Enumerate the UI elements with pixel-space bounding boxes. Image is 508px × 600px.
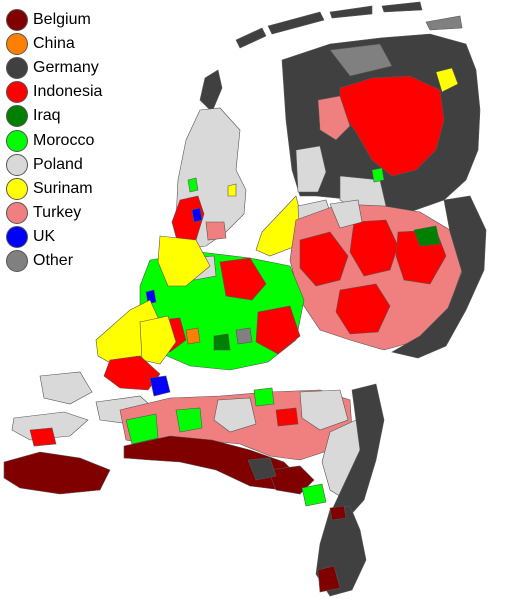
legend-label-surinam: Surinam: [33, 179, 93, 197]
legend-label-turkey: Turkey: [33, 203, 82, 221]
region-randstad-red-a: [219, 257, 267, 301]
region-brabant-morocco-c: [253, 387, 275, 407]
legend-label-poland: Poland: [33, 155, 83, 173]
island-ameland: [329, 5, 373, 19]
legend-label-morocco: Morocco: [33, 131, 95, 149]
island-rottumeroog: [425, 15, 463, 31]
region-east-light: [329, 199, 363, 229]
region-coast-surinam: [157, 235, 211, 287]
legend-item-germany: Germany: [6, 56, 102, 80]
legend-item-uk: UK: [6, 225, 102, 249]
region-sh-red: [103, 355, 161, 391]
legend-item-other: Other: [6, 249, 102, 273]
legend-swatch-surinam: [6, 177, 28, 200]
region-randstad-iraq: [213, 333, 231, 351]
legend-swatch-other: [6, 249, 28, 272]
legend-swatch-turkey: [6, 201, 28, 224]
legend-label-uk: UK: [33, 227, 56, 245]
legend-item-indonesia: Indonesia: [6, 80, 102, 104]
legend-item-surinam: Surinam: [6, 177, 102, 201]
region-brabant-light-b: [299, 389, 349, 431]
region-nh-uk: [191, 207, 203, 223]
legend-label-belgium: Belgium: [33, 11, 91, 29]
legend-label-china: China: [33, 35, 75, 53]
region-brabant-morocco-b: [175, 407, 203, 433]
region-randstad-red-b: [255, 305, 301, 355]
legend-swatch-morocco: [6, 129, 28, 152]
island-texel: [199, 69, 223, 113]
legend-item-belgium: Belgium: [6, 8, 102, 32]
region-friesland-pink: [317, 95, 351, 141]
region-drenthe-morocco: [371, 167, 385, 183]
region-zeeland-red: [29, 427, 57, 447]
region-limburg-belgium: [317, 565, 341, 593]
legend-swatch-belgium: [6, 9, 28, 32]
legend-item-iraq: Iraq: [6, 104, 102, 128]
legend-swatch-china: [6, 33, 28, 56]
region-brabant-red: [275, 407, 299, 427]
region-brabant-light-a: [213, 397, 257, 433]
legend-swatch-germany: [6, 57, 28, 80]
region-east-iraq: [413, 225, 441, 247]
island-terschelling: [267, 11, 325, 35]
region-brabant-morocco-a: [125, 413, 159, 445]
region-nh-surinam: [227, 183, 237, 197]
legend-item-poland: Poland: [6, 153, 102, 177]
region-south-morocco: [301, 483, 327, 507]
region-randstad-grey: [235, 327, 253, 345]
region-nh-morocco: [187, 177, 199, 193]
island-schiermonnikoog: [381, 1, 423, 13]
region-friesland-grey: [329, 43, 393, 77]
legend-label-iraq: Iraq: [33, 107, 61, 125]
region-zeeland-belgium: [3, 451, 111, 495]
region-drenthe-light: [295, 145, 327, 193]
region-sh-uk: [149, 375, 171, 397]
region-south-dark: [247, 457, 277, 481]
region-east-red-b: [349, 219, 399, 277]
legend-item-china: China: [6, 32, 102, 56]
region-groningen-yellow: [435, 67, 459, 93]
region-friesland-red: [339, 75, 445, 177]
region-nh-pink: [205, 221, 227, 241]
legend-swatch-indonesia: [6, 81, 28, 104]
legend-label-other: Other: [33, 251, 74, 269]
legend-label-indonesia: Indonesia: [33, 83, 103, 101]
map-legend: Belgium China Germany Indonesia Iraq Mor…: [6, 8, 102, 273]
legend-swatch-uk: [6, 225, 28, 248]
legend-item-turkey: Turkey: [6, 201, 102, 225]
legend-label-germany: Germany: [33, 59, 99, 77]
island-vlieland: [235, 27, 267, 49]
region-east-red-d: [335, 283, 391, 335]
legend-swatch-iraq: [6, 105, 28, 128]
map-regions: [3, 1, 487, 597]
region-zeeland-a: [39, 371, 93, 405]
region-coast-surinam-c: [139, 315, 177, 365]
region-randstad-china: [185, 327, 201, 345]
legend-item-morocco: Morocco: [6, 128, 102, 152]
region-east-red-a: [299, 231, 349, 287]
legend-swatch-poland: [6, 153, 28, 176]
region-east-border: [391, 195, 487, 359]
region-limburg-belgium-b: [329, 505, 347, 521]
